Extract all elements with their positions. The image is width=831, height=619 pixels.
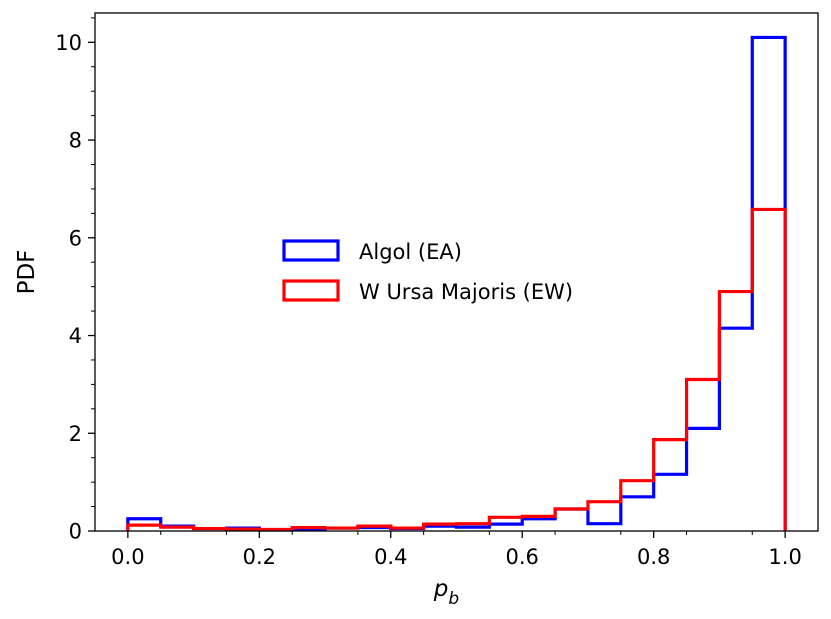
histogram-bin [358, 526, 391, 531]
x-tick-label: 1.0 [768, 545, 801, 569]
plot-frame [94, 12, 819, 532]
legend-label: Algol (EA) [359, 240, 462, 264]
histogram-bin [654, 440, 687, 531]
histogram-bin [687, 380, 720, 531]
histogram-bin [489, 517, 522, 531]
histogram-bin [719, 292, 752, 531]
y-tick-label: 2 [69, 422, 82, 446]
histogram-bin [555, 509, 588, 531]
legend: Algol (EA) W Ursa Majoris (EW) [282, 239, 573, 304]
x-tick-label: 0.4 [374, 545, 407, 569]
y-tick-label: 8 [69, 129, 82, 153]
histogram-bin [522, 516, 555, 531]
x-axis-label: pb [433, 576, 459, 609]
x-tick-label: 0.8 [637, 545, 670, 569]
x-tick-label: 0.6 [506, 545, 539, 569]
legend-label: W Ursa Majoris (EW) [359, 280, 573, 304]
histogram-bin [457, 524, 490, 531]
histogram-bin [752, 209, 785, 531]
series-layer [126, 35, 787, 532]
series-outline [126, 207, 787, 532]
legend-swatch [282, 279, 340, 302]
legend-entry: W Ursa Majoris (EW) [282, 279, 573, 304]
y-axis-label: PDF [14, 250, 40, 295]
y-tick-label: 10 [55, 31, 82, 55]
histogram-bin [424, 524, 457, 531]
x-tick-label: 0.2 [243, 545, 276, 569]
histogram-bin [621, 481, 654, 531]
y-tick-label: 6 [69, 226, 82, 250]
histogram-bin [588, 502, 621, 531]
x-tick-label: 0.0 [111, 545, 144, 569]
series-1 [126, 207, 787, 532]
y-tick-label: 0 [69, 520, 82, 544]
legend-swatch [282, 239, 340, 262]
y-tick-label: 4 [69, 324, 82, 348]
legend-entry: Algol (EA) [282, 239, 462, 264]
axes-layer: 0.0 0.2 0.4 0.6 0.8 1.0 0 2 4 6 8 10 pb PDF [14, 12, 819, 609]
histogram-bin [128, 525, 161, 531]
